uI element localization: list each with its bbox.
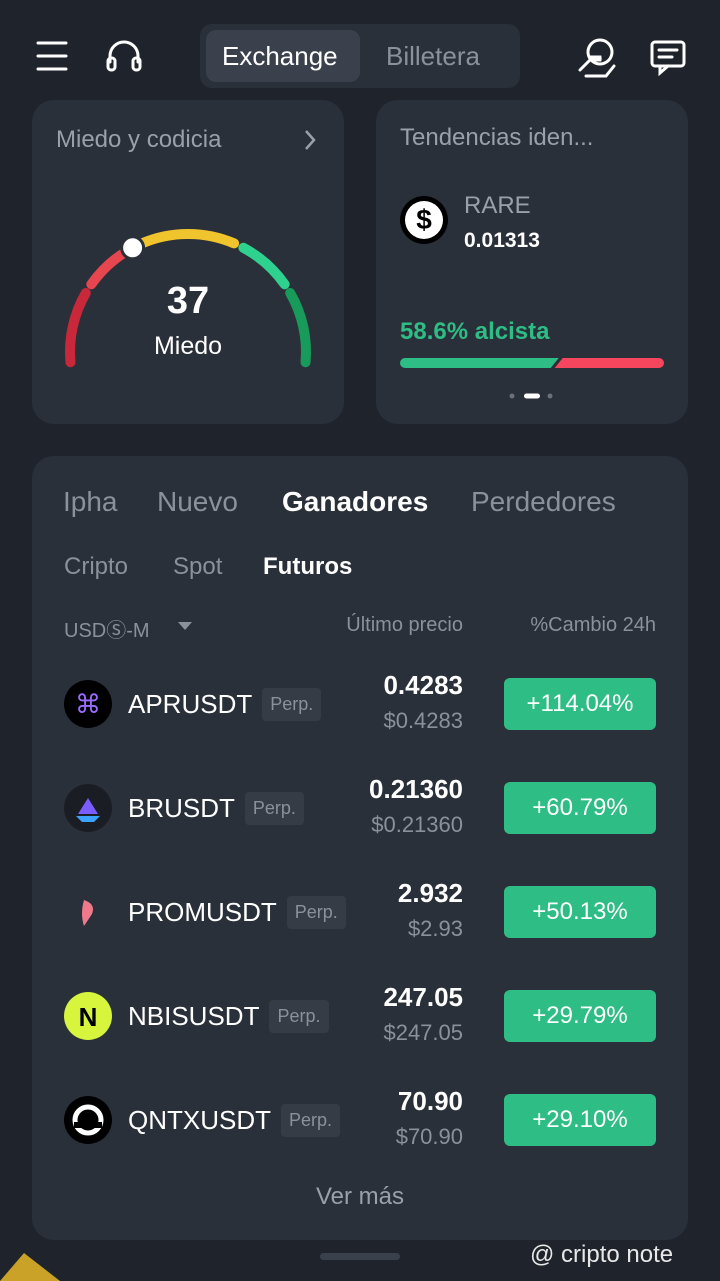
trending-title: Tendencias iden... (400, 124, 594, 151)
coin-icon (64, 888, 112, 936)
chevron (305, 130, 316, 150)
column-header: Último precio (346, 614, 463, 636)
market-row[interactable]: ⌘ APRUSDT Perp. 0.4283 $0.4283 +114.04% (32, 652, 688, 756)
market-row[interactable]: QNTXUSDT Perp. 70.90 $70.90 +29.10% (32, 1068, 688, 1172)
tab-exchange[interactable]: Exchange (222, 41, 338, 71)
gauge-segment (285, 288, 311, 368)
trending-card[interactable] (376, 100, 688, 424)
perp-badge: Perp. (262, 688, 322, 721)
svg-text:$: $ (416, 204, 432, 235)
symbol-group: PROMUSDT Perp. (128, 896, 346, 929)
market-row[interactable]: N NBISUSDT Perp. 247.05 $247.05 +29.79% (32, 964, 688, 1068)
segment-active (206, 30, 360, 82)
coin-icon (64, 1096, 112, 1144)
last-price: 70.90 (397, 1086, 463, 1116)
symbol-group: QNTXUSDT Perp. (128, 1104, 341, 1137)
dropdown[interactable] (178, 622, 192, 630)
coin-icon: N (64, 992, 112, 1040)
price-usd: $2.93 (407, 916, 463, 941)
gauge-segment (136, 229, 240, 249)
perp-badge: Perp. (281, 1104, 341, 1137)
bullish-label: 58.6% alcista (400, 318, 550, 345)
perp-badge: Perp. (286, 896, 346, 929)
trending-price: 0.01313 (464, 229, 540, 252)
dropdown-arrow (178, 622, 192, 630)
home-indicator (320, 1253, 400, 1260)
perp-badge: Perp. (269, 1000, 329, 1033)
gauge (65, 127, 660, 368)
symbol-group: BRUSDT Perp. (128, 792, 304, 825)
price-usd: $247.05 (383, 1020, 463, 1045)
last-price: 0.21360 (369, 774, 463, 804)
symbol-group: APRUSDT Perp. (128, 688, 322, 721)
symbol: PROMUSDT (128, 897, 277, 927)
symbol: NBISUSDT (128, 1001, 260, 1031)
change-badge: +29.10% (504, 1094, 656, 1146)
coin-icon: ⌘ (64, 680, 112, 728)
gauge-segment (238, 242, 290, 290)
market-row[interactable]: PROMUSDT Perp. 2.932 $2.93 +50.13% (32, 860, 688, 964)
change-badge: +29.79% (504, 990, 656, 1042)
coin-icon: $ (400, 196, 448, 244)
gauge-segment (65, 288, 91, 368)
sentiment-bar (400, 358, 664, 368)
bearish-bar (554, 358, 664, 368)
symbol: APRUSDT (128, 689, 253, 719)
corner-decoration (0, 1253, 60, 1281)
gauge-pointer (120, 235, 146, 261)
watermark: @ cripto note (530, 1241, 674, 1268)
coin-icon (64, 784, 112, 832)
pager-dots (509, 393, 553, 399)
column-header[interactable]: USDⓈ-M (64, 620, 150, 642)
column-header: %Cambio 24h (530, 614, 656, 636)
svg-text:N: N (79, 1002, 98, 1032)
bullish-bar (400, 358, 559, 368)
tab-wallet[interactable]: Billetera (386, 41, 480, 71)
trending-symbol: RARE (464, 192, 531, 219)
svg-text:⌘: ⌘ (75, 689, 101, 719)
price-usd: $70.90 (395, 1124, 463, 1149)
fear-greed-title: Miedo y codicia (56, 126, 222, 153)
fear-greed-label: Miedo (153, 332, 223, 360)
last-price: 2.932 (397, 878, 463, 908)
price-usd: $0.21360 (371, 812, 463, 837)
market-tab[interactable]: Nuevo (157, 486, 238, 517)
price-usd: $0.4283 (383, 708, 463, 733)
fear-greed-card[interactable] (32, 100, 344, 424)
perp-badge: Perp. (244, 792, 304, 825)
last-price: 0.4283 (383, 670, 463, 700)
change-badge: +60.79% (504, 782, 656, 834)
symbol: QNTXUSDT (128, 1105, 271, 1135)
top-bar-icons (36, 38, 686, 78)
market-tab[interactable]: Perdedores (471, 486, 616, 517)
symbol: BRUSDT (128, 793, 235, 823)
market-tab[interactable]: Ipha (63, 486, 118, 517)
fear-greed-value: 37 (166, 280, 210, 322)
market-row[interactable]: BRUSDT Perp. 0.21360 $0.21360 +60.79% (32, 756, 688, 860)
market-tab[interactable]: Ganadores (282, 486, 429, 517)
last-price: 247.05 (383, 982, 463, 1012)
market-subtab[interactable]: Cripto (64, 553, 129, 580)
change-badge: +50.13% (504, 886, 656, 938)
market-subtab[interactable]: Futuros (263, 553, 353, 580)
change-badge: +114.04% (504, 678, 656, 730)
symbol-group: NBISUSDT Perp. (128, 1000, 329, 1033)
market-subtab[interactable]: Spot (173, 553, 223, 580)
see-more[interactable]: Ver más (315, 1183, 405, 1210)
